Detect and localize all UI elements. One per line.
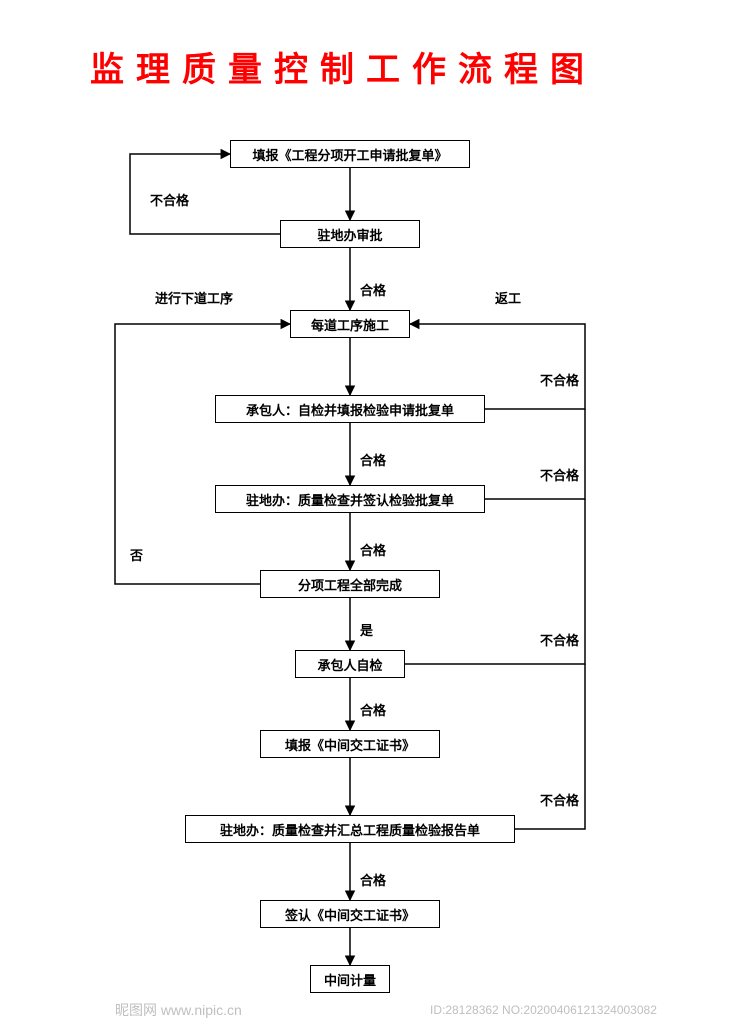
flow-node: 填报《工程分项开工申请批复单》 (230, 140, 470, 168)
flow-node: 每道工序施工 (290, 310, 410, 338)
edge-label: 合格 (360, 280, 386, 299)
edge-label: 合格 (360, 870, 386, 889)
edge-label: 不合格 (540, 790, 579, 809)
edge-label: 合格 (360, 540, 386, 559)
edge-label: 返工 (495, 288, 521, 307)
flow-node: 签认《中间交工证书》 (260, 900, 440, 928)
edge-label: 不合格 (540, 465, 579, 484)
edge-label: 不合格 (540, 370, 579, 389)
flow-node: 承包人自检 (295, 650, 405, 678)
edge-label: 否 (130, 545, 143, 564)
watermark: ID:28128362 NO:20200406121324003082 (430, 1003, 657, 1017)
flowchart-canvas: 监理质量控制工作流程图填报《工程分项开工申请批复单》驻地办审批每道工序施工承包人… (0, 0, 733, 1024)
edge-label: 进行下道工序 (155, 288, 233, 307)
edge-label: 合格 (360, 450, 386, 469)
flow-node: 驻地办：质量检查并汇总工程质量检验报告单 (185, 815, 515, 843)
flow-node: 驻地办审批 (280, 220, 420, 248)
edge-label: 不合格 (150, 190, 189, 209)
flow-node: 承包人：自检并填报检验申请批复单 (215, 395, 485, 423)
edge-label: 是 (360, 620, 373, 639)
flow-node: 填报《中间交工证书》 (260, 730, 440, 758)
edge-label: 不合格 (540, 630, 579, 649)
edge-label: 合格 (360, 700, 386, 719)
flow-node: 驻地办：质量检查并签认检验批复单 (215, 485, 485, 513)
flow-node: 分项工程全部完成 (260, 570, 440, 598)
edge (485, 409, 585, 499)
flow-node: 中间计量 (310, 965, 390, 993)
watermark: 昵图网 www.nipic.cn (115, 1000, 242, 1020)
